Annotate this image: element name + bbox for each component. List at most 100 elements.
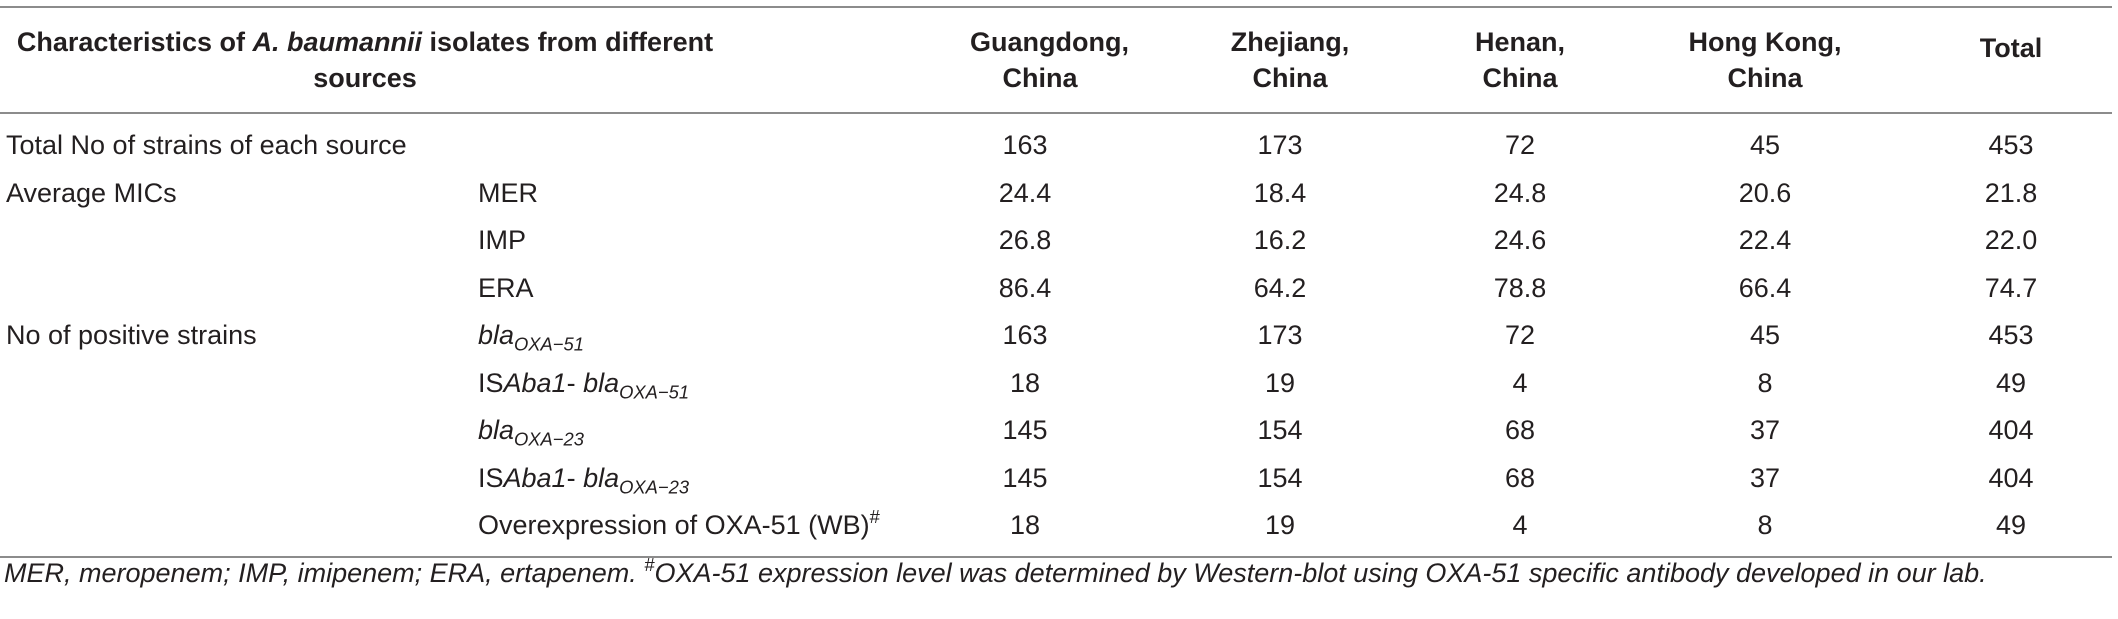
cell-value: 86.4	[998, 272, 1052, 303]
footnote-abbrev: MER, meropenem; IMP, imipenem; ERA, erta…	[4, 558, 645, 588]
header-prefix: Characteristics of	[16, 27, 253, 57]
table-header: Characteristics of A. baumannii isolates…	[0, 7, 2112, 113]
cell-value: 19	[1264, 367, 1296, 398]
gene-name: bla	[478, 320, 515, 350]
cell-value: 74.7	[1984, 272, 2038, 303]
header-total: Total	[1979, 33, 2043, 63]
cell-value: 453	[1988, 130, 2034, 160]
cell-value: 22.0	[1984, 225, 2038, 255]
cell-value: 404	[1988, 415, 2034, 445]
header-suffix: isolates from different sources	[313, 27, 714, 93]
header-characteristics: Characteristics of A. baumannii isolates…	[0, 7, 910, 113]
row-label	[0, 455, 470, 503]
overexpression-text: Overexpression of OXA-51 (WB)	[478, 510, 870, 540]
cell-value: 145	[1002, 462, 1048, 493]
cell-value: 4	[1512, 510, 1528, 540]
row-label	[0, 217, 470, 265]
row-label: Total No of strains of each source	[6, 130, 407, 160]
is-element: Aba1	[503, 462, 567, 493]
table-row: ISAba1- blaOXA−51 18 19 4 8 49	[0, 360, 2112, 408]
cell-value: 18	[1009, 367, 1041, 398]
header-species: A. baumannii	[252, 27, 423, 57]
cell-value: 24.4	[998, 177, 1052, 208]
row-label: Average MICs	[6, 177, 177, 208]
table-row: Total No of strains of each source 163 1…	[0, 113, 2112, 170]
cell-value: 18	[1009, 510, 1041, 540]
cell-value: 68	[1504, 462, 1536, 493]
row-sublabel: ISAba1- blaOXA−51	[470, 360, 910, 408]
cell-value: 16.2	[1253, 225, 1307, 255]
cell-value: 45	[1749, 130, 1781, 160]
cell-value: 45	[1749, 320, 1781, 350]
gene-index: OXA−23	[619, 475, 690, 497]
gene-index: OXA−51	[619, 380, 690, 402]
cell-value: 19	[1264, 510, 1296, 540]
is-element: Aba1	[503, 367, 567, 398]
cell-value: 26.8	[998, 225, 1052, 255]
cell-value: 66.4	[1738, 272, 1792, 303]
cell-value: 68	[1504, 415, 1536, 445]
footnote-text: OXA-51 expression level was determined b…	[654, 558, 1987, 588]
cell-value: 8	[1757, 367, 1773, 398]
cell-value: 4	[1512, 367, 1528, 398]
row-sublabel: IMP	[478, 225, 527, 255]
row-sublabel: MER	[478, 177, 538, 208]
cell-value: 37	[1749, 462, 1781, 493]
row-label	[0, 502, 470, 557]
cell-value: 173	[1257, 130, 1303, 160]
header-zhejiang: Zhejiang, China	[1230, 27, 1350, 93]
table-row: Average MICs MER 24.4 18.4 24.8 20.6 21.…	[0, 170, 2112, 218]
cell-value: 21.8	[1984, 177, 2038, 208]
row-sublabel: ISAba1- blaOXA−23	[470, 455, 910, 503]
cell-value: 163	[1002, 320, 1048, 350]
table-row: ISAba1- blaOXA−23 145 154 68 37 404	[0, 455, 2112, 503]
cell-value: 404	[1988, 462, 2034, 493]
cell-value: 154	[1257, 415, 1303, 445]
table-row: IMP 26.8 16.2 24.6 22.4 22.0	[0, 217, 2112, 265]
footnote-mark: #	[869, 505, 880, 527]
gene-name: bla	[583, 462, 620, 493]
row-sublabel: ERA	[478, 272, 534, 303]
table-row: ERA 86.4 64.2 78.8 66.4 74.7	[0, 265, 2112, 313]
is-prefix: IS	[478, 462, 504, 493]
is-separator: -	[566, 462, 584, 493]
row-sublabel: Overexpression of OXA-51 (WB)#	[470, 502, 910, 557]
header-henan: Henan, China	[1474, 27, 1566, 93]
cell-value: 64.2	[1253, 272, 1307, 303]
row-sublabel: blaOXA−23	[470, 407, 910, 455]
cell-value: 72	[1504, 130, 1536, 160]
is-prefix: IS	[478, 367, 504, 398]
table-row: blaOXA−23 145 154 68 37 404	[0, 407, 2112, 455]
cell-value: 22.4	[1738, 225, 1792, 255]
cell-value: 163	[1002, 130, 1048, 160]
cell-value: 37	[1749, 415, 1781, 445]
table-body: Total No of strains of each source 163 1…	[0, 113, 2112, 557]
gene-index: OXA−23	[514, 428, 584, 450]
row-label	[0, 360, 470, 408]
cell-value: 20.6	[1738, 177, 1792, 208]
cell-value: 49	[1995, 367, 2027, 398]
cell-value: 24.6	[1493, 225, 1547, 255]
table-footnote: MER, meropenem; IMP, imipenem; ERA, erta…	[4, 555, 2114, 589]
row-sublabel: blaOXA−51	[470, 312, 910, 360]
cell-value: 145	[1002, 415, 1048, 445]
cell-value: 453	[1988, 320, 2034, 350]
row-label: No of positive strains	[6, 320, 257, 350]
cell-value: 49	[1995, 510, 2027, 540]
cell-value: 78.8	[1493, 272, 1547, 303]
row-label	[0, 265, 470, 313]
is-separator: -	[566, 367, 584, 398]
gene-index: OXA−51	[514, 333, 584, 355]
table-row: Overexpression of OXA-51 (WB)# 18 19 4 8…	[0, 502, 2112, 557]
cell-value: 18.4	[1253, 177, 1307, 208]
gene-name: bla	[583, 367, 620, 398]
gene-name: bla	[478, 415, 515, 445]
row-label	[0, 407, 470, 455]
header-hongkong: Hong Kong, China	[1688, 27, 1842, 93]
cell-value: 154	[1257, 462, 1303, 493]
footnote-mark: #	[644, 553, 655, 575]
header-guangdong: Guangdong, China	[970, 27, 1129, 93]
cell-value: 24.8	[1493, 177, 1547, 208]
cell-value: 8	[1757, 510, 1773, 540]
